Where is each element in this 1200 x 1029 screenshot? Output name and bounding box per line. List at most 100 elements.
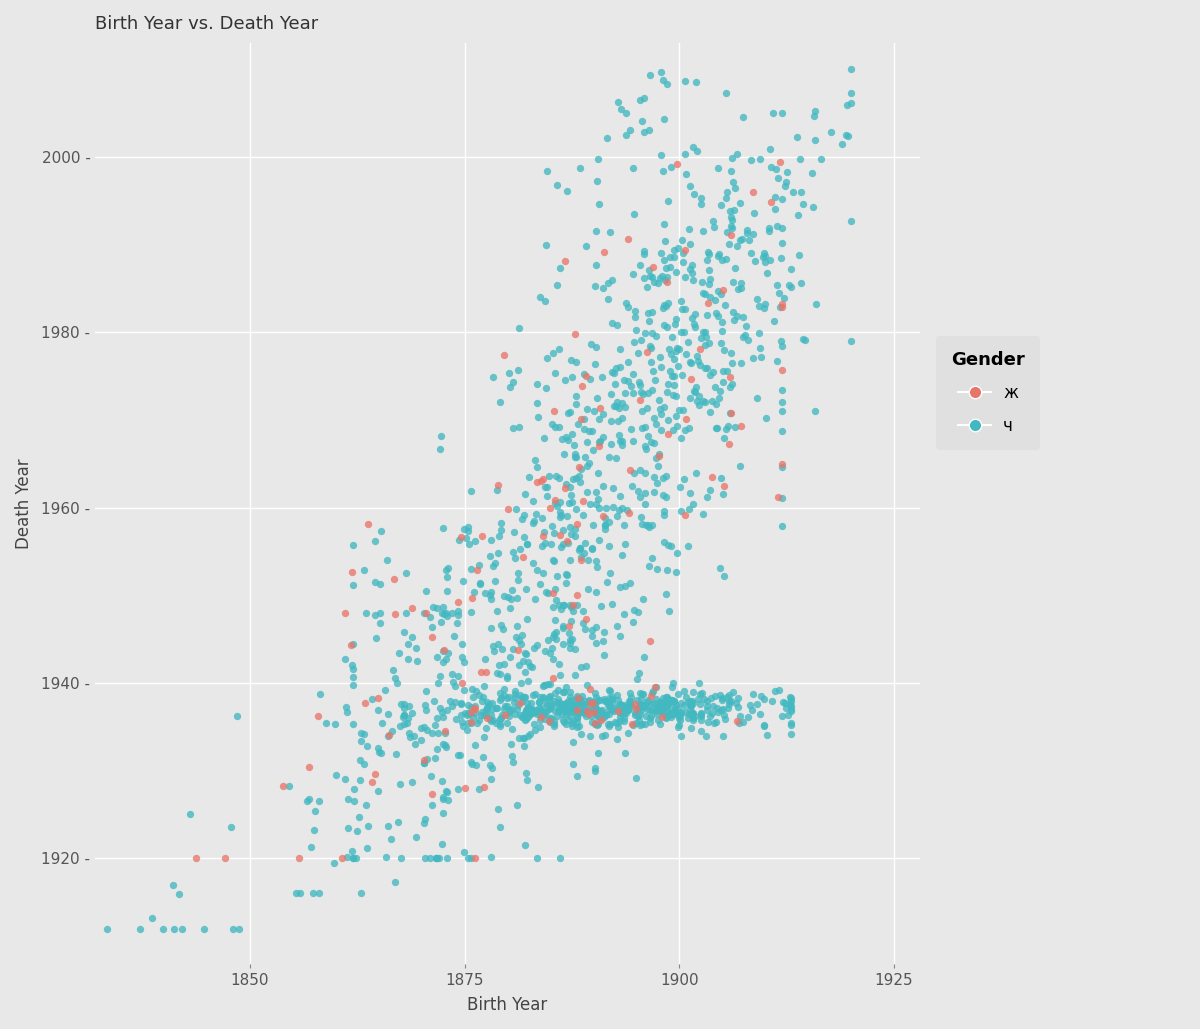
Point: [397, 605, 416, 622]
Point: [556, 698, 575, 714]
Point: [289, 850, 308, 866]
Point: [690, 341, 709, 357]
Point: [652, 64, 671, 80]
Point: [368, 783, 388, 800]
Point: [737, 318, 756, 334]
Point: [664, 367, 683, 384]
Point: [607, 317, 626, 333]
Point: [672, 301, 691, 318]
Point: [576, 610, 595, 627]
Point: [565, 694, 584, 710]
Point: [216, 850, 235, 866]
Point: [772, 333, 791, 350]
Point: [661, 705, 680, 721]
Point: [545, 580, 564, 597]
Point: [474, 779, 493, 795]
Point: [550, 597, 569, 613]
Point: [376, 682, 395, 699]
Point: [448, 781, 467, 797]
Point: [761, 193, 780, 210]
Point: [274, 778, 293, 794]
Point: [679, 695, 698, 711]
Point: [574, 696, 593, 712]
Point: [377, 552, 396, 568]
Point: [514, 653, 533, 670]
Point: [462, 483, 481, 499]
Point: [751, 687, 770, 704]
Point: [422, 725, 442, 742]
Point: [535, 642, 554, 659]
Point: [700, 246, 719, 262]
Text: Birth Year vs. Death Year: Birth Year vs. Death Year: [95, 15, 318, 33]
Point: [631, 717, 650, 734]
Point: [586, 278, 605, 294]
Point: [359, 818, 378, 835]
Point: [770, 153, 790, 170]
Point: [517, 695, 536, 711]
Point: [642, 707, 661, 723]
Point: [347, 823, 366, 840]
Point: [466, 532, 485, 548]
Point: [641, 713, 660, 730]
Point: [620, 696, 640, 712]
Point: [581, 371, 600, 388]
Point: [662, 679, 682, 696]
Point: [510, 731, 529, 747]
Point: [450, 746, 469, 762]
Point: [614, 701, 634, 717]
Point: [649, 698, 668, 714]
Point: [485, 643, 504, 660]
Legend: ж, ч: ж, ч: [936, 335, 1040, 450]
Point: [738, 225, 757, 242]
Point: [634, 246, 653, 262]
Point: [724, 174, 743, 190]
Point: [538, 697, 557, 713]
Point: [568, 516, 587, 532]
Point: [607, 617, 626, 634]
Point: [563, 734, 582, 750]
Point: [600, 706, 619, 722]
Point: [617, 294, 636, 311]
Point: [458, 850, 478, 866]
Point: [694, 505, 713, 522]
Point: [661, 708, 680, 724]
Point: [589, 532, 608, 548]
Point: [422, 786, 442, 803]
Point: [654, 487, 673, 503]
Point: [676, 269, 695, 285]
Point: [667, 564, 686, 580]
Point: [451, 529, 470, 545]
Point: [706, 379, 725, 395]
Point: [724, 684, 743, 701]
Point: [563, 426, 582, 442]
Point: [386, 745, 406, 761]
Point: [768, 489, 787, 505]
Point: [508, 362, 527, 379]
Point: [631, 332, 650, 349]
Point: [680, 177, 700, 193]
Point: [778, 164, 797, 180]
Point: [660, 695, 679, 711]
Point: [169, 886, 188, 902]
Point: [466, 756, 485, 773]
Point: [658, 274, 677, 290]
Point: [570, 540, 589, 557]
Point: [343, 850, 362, 866]
Point: [310, 793, 329, 810]
Point: [654, 700, 673, 716]
Point: [780, 688, 799, 705]
Point: [584, 684, 604, 701]
Point: [503, 701, 522, 717]
Point: [668, 240, 688, 256]
Point: [654, 252, 673, 269]
Point: [574, 615, 593, 632]
Point: [472, 664, 491, 680]
Point: [598, 697, 617, 713]
Point: [631, 706, 650, 722]
Point: [667, 340, 686, 356]
Point: [515, 688, 534, 705]
Point: [630, 697, 649, 713]
Point: [550, 696, 569, 712]
Point: [554, 446, 574, 462]
Point: [443, 666, 462, 682]
